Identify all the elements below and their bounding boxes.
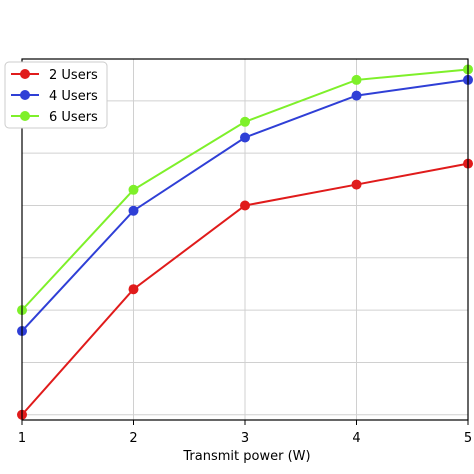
data-point: [128, 284, 139, 295]
legend-box: [4, 61, 108, 129]
data-point: [240, 116, 250, 127]
legend-entry: 2 Users: [49, 68, 98, 83]
x-tick-label: 1: [18, 431, 26, 446]
data-point: [351, 74, 362, 85]
data-point: [128, 205, 139, 216]
series-3: [17, 64, 473, 316]
legend-entry: 4 Users: [49, 89, 98, 104]
legend-entry: 6 Users: [49, 110, 98, 125]
legend-marker: [20, 69, 30, 79]
legend-marker: [20, 90, 30, 100]
legend-marker: [20, 111, 30, 121]
x-tick-label: 5: [464, 431, 472, 446]
x-axis-label: Transmit power (W): [182, 449, 310, 464]
data-point: [240, 200, 250, 211]
legend: 2 Users 4 Users 6 Users: [4, 61, 108, 129]
data-point: [240, 132, 250, 143]
x-tick-label: 2: [129, 431, 137, 446]
x-tick-label: 3: [241, 431, 249, 446]
data-point: [351, 179, 362, 190]
x-axis-ticks: 1 2 3 4 5: [18, 420, 472, 446]
x-tick-label: 4: [352, 431, 360, 446]
data-point: [351, 90, 362, 101]
data-point: [128, 184, 139, 195]
series-2: [17, 74, 473, 337]
